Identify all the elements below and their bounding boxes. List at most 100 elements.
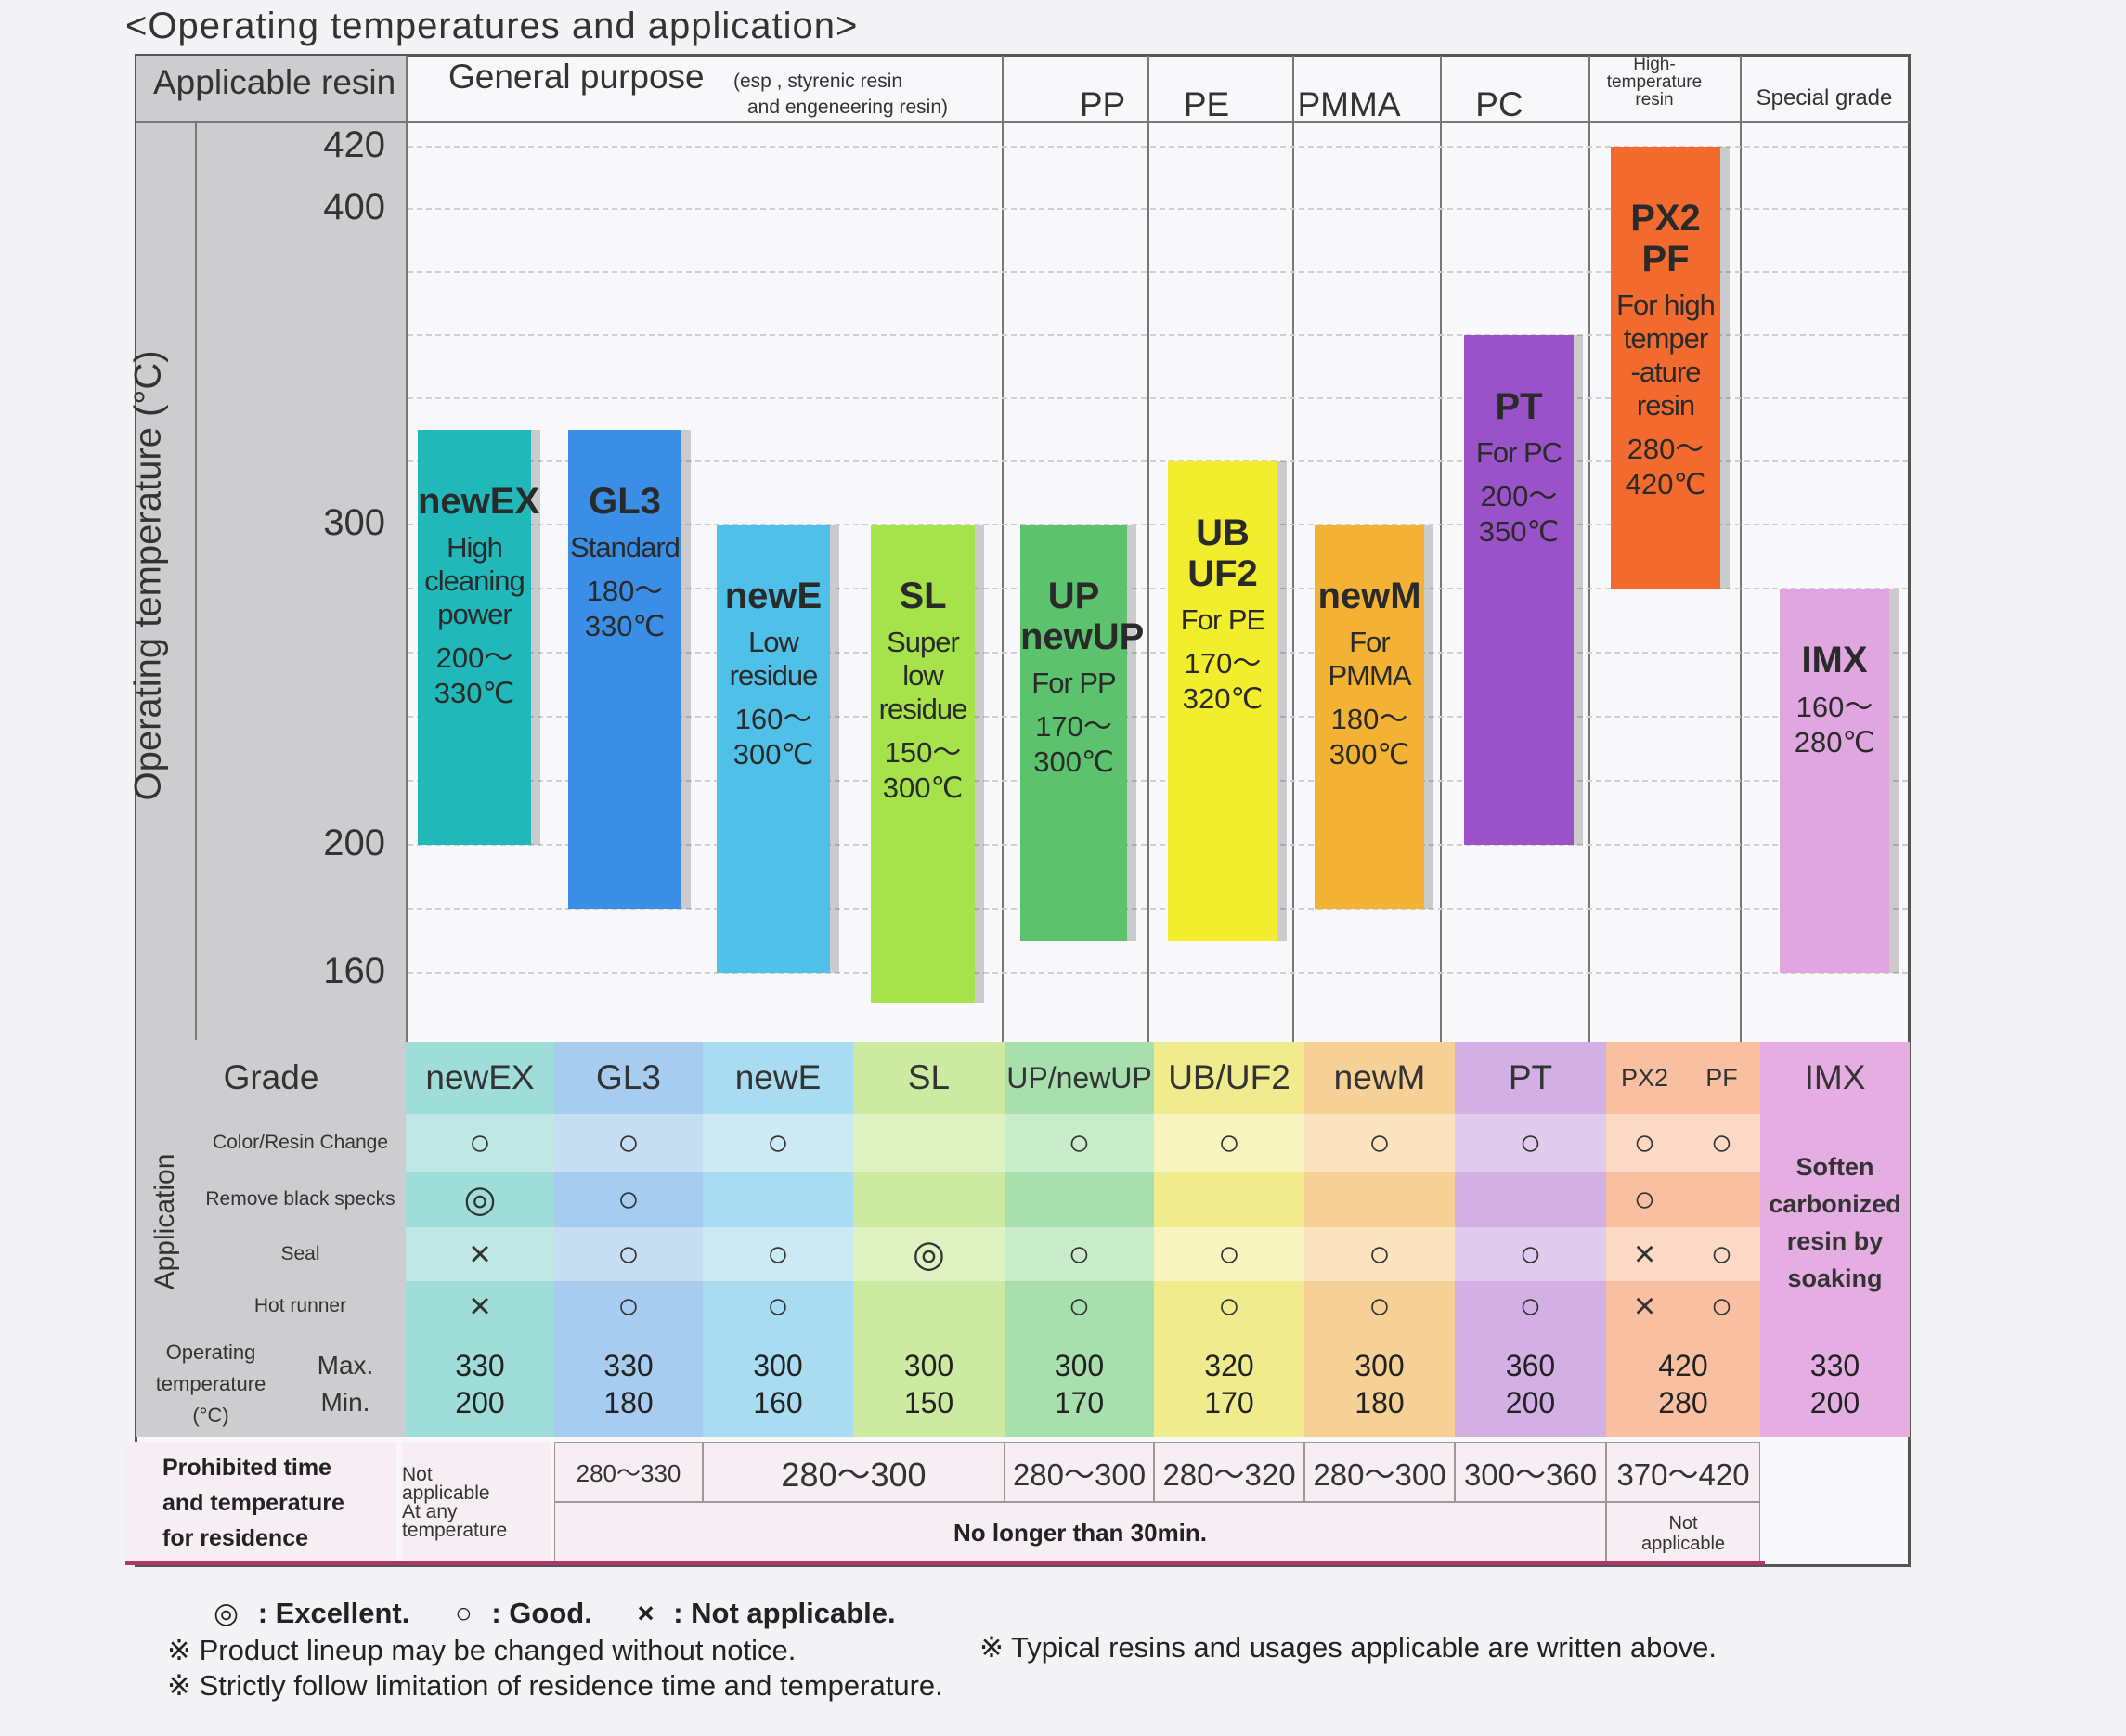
app-mark: ○ — [1154, 1114, 1304, 1172]
op-temp-cell: 300 150 — [853, 1330, 1005, 1437]
grade-cell-pt: PT — [1455, 1042, 1606, 1114]
op-temp-max: 330 — [455, 1348, 505, 1382]
bar-range: 180～ 300℃ — [1315, 702, 1424, 772]
not-applicable-line: applicable — [1640, 1533, 1726, 1554]
bar-range: 160～ 300℃ — [717, 702, 830, 772]
app-row-label: Hot runner — [195, 1281, 406, 1330]
note-lineup: ※ Product lineup may be changed without … — [167, 1634, 797, 1666]
op-temp-max: 360 — [1505, 1348, 1556, 1382]
bar-desc-line: resin — [1636, 389, 1695, 421]
grade-cell-newex: newEX — [406, 1042, 554, 1114]
app-mark: ○ — [1683, 1227, 1760, 1281]
not-applicable-line: Not — [1668, 1512, 1698, 1534]
header-pp: PP — [1079, 85, 1126, 123]
grade-cell-pf: PF — [1683, 1042, 1760, 1114]
bar-name: UB — [1196, 512, 1250, 553]
app-mark: ○ — [1455, 1114, 1606, 1172]
app-mark: ○ — [554, 1281, 703, 1330]
bar-description: Super low residue — [871, 626, 975, 726]
op-temp-max: 330 — [1809, 1348, 1860, 1382]
na-any-line: temperature — [402, 1520, 508, 1541]
header-high-temp: High- temperature resin — [1589, 56, 1719, 109]
op-temp-cell: 330 200 — [1760, 1330, 1910, 1437]
op-temp-max: 300 — [753, 1348, 803, 1382]
op-temp-min: 200 — [455, 1385, 505, 1419]
op-temp-cell: 320 170 — [1154, 1330, 1304, 1437]
op-temp-min: 180 — [603, 1385, 654, 1419]
bar-imx: IMX 160～ 280℃ — [1780, 589, 1889, 973]
op-temp-cell: 300 160 — [703, 1330, 853, 1437]
header-applicable-resin: Applicable resin — [153, 63, 396, 101]
bar-range-max: 420℃ — [1625, 468, 1706, 500]
bar-label-group: newE Low residue 160～ 300℃ — [717, 576, 830, 772]
bar-name: IMX — [1801, 640, 1868, 680]
op-temp-cell: 330 200 — [406, 1330, 554, 1437]
prohibited-na-cell: Not applicable At any temperature — [402, 1442, 551, 1564]
op-temp-cell: 330 180 — [554, 1330, 703, 1437]
bar-range-max: 330℃ — [434, 677, 515, 709]
bar-desc-line: For PC — [1475, 436, 1562, 469]
app-mark: × — [1606, 1281, 1683, 1330]
app-mark — [1005, 1172, 1154, 1227]
col-divider — [1588, 56, 1590, 1042]
header-general-note-1: (esp , styrenic resin — [733, 71, 903, 92]
max-label: Max. — [317, 1350, 374, 1380]
grade-label-cell: Grade — [136, 1042, 406, 1114]
prohibited-range-cell: 280～330 — [554, 1442, 703, 1502]
prohibited-range-cell: 280～300 — [1005, 1442, 1154, 1502]
bar-range-max: 300℃ — [882, 771, 964, 804]
header-special-grade: Special grade — [1756, 85, 1893, 110]
header-divider — [136, 121, 1910, 123]
grade-cell-sl: SL — [853, 1042, 1005, 1114]
legend-na: : Not applicable. — [673, 1597, 896, 1629]
bar-range-min: 160～ — [734, 703, 812, 735]
op-temp-label-line: Operating — [165, 1340, 256, 1364]
bar-desc-line: Low — [748, 626, 799, 658]
imx-note-line: carbonized — [1769, 1189, 1901, 1218]
bar-desc-line: For PE — [1180, 603, 1265, 636]
bar-label-group: UP newUP For PP 170～ 300℃ — [1020, 576, 1144, 780]
bar-range-min: 150～ — [884, 736, 962, 769]
col-divider — [1292, 56, 1294, 1042]
page-title: <Operating temperatures and application> — [125, 6, 859, 46]
bar-pt: PT For PC 200～ 350℃ — [1464, 335, 1574, 845]
bar-gl3: GL3 Standard 180～ 330℃ — [568, 430, 681, 909]
grade-cell-newm: newM — [1304, 1042, 1455, 1114]
y-tick-label: 400 — [323, 187, 385, 227]
app-mark — [1304, 1172, 1455, 1227]
bar-name: GL3 — [589, 481, 661, 522]
bar-range-min: 200～ — [435, 641, 513, 674]
bar-newm: newM For PMMA 180～ 300℃ — [1315, 525, 1424, 909]
na-any-line: applicable — [402, 1483, 490, 1504]
app-mark — [853, 1281, 1005, 1330]
app-row-label: Seal — [195, 1227, 406, 1281]
op-temp-label-line: temperature — [155, 1371, 266, 1395]
legend-excellent: : Excellent. — [257, 1597, 410, 1629]
bar-description: Standard — [568, 531, 681, 564]
bar-range: 200～ 330℃ — [418, 641, 531, 711]
bar-desc-line: power — [437, 598, 512, 630]
bar-range-min: 170～ — [1035, 710, 1112, 743]
bar-desc-line: For PP — [1031, 667, 1116, 699]
grade-cell-imx: IMX — [1760, 1042, 1910, 1114]
bar-description: For PE — [1168, 603, 1277, 637]
op-temp-min: 280 — [1658, 1385, 1708, 1419]
header-pe: PE — [1183, 85, 1230, 123]
bar-name: PT — [1495, 386, 1543, 427]
imx-note-cell: Soften carbonized resin by soaking — [1760, 1114, 1910, 1330]
col-divider — [1002, 56, 1004, 1042]
bar-description: For PMMA — [1315, 626, 1424, 693]
axis-gray-column — [136, 56, 406, 1042]
bar-name: newEX — [418, 481, 540, 522]
bar-range: 180～ 330℃ — [568, 574, 681, 644]
prohibited-range-cell: 280～320 — [1154, 1442, 1304, 1502]
bar-label-group: UB UF2 For PE 170～ 320℃ — [1168, 512, 1277, 717]
app-mark: ○ — [554, 1172, 703, 1227]
app-mark: ○ — [1455, 1281, 1606, 1330]
header-pc: PC — [1475, 85, 1523, 123]
legend: ◎ : Excellent. ○ : Good. × : Not applica… — [214, 1597, 896, 1630]
bar-desc-line: For high — [1616, 289, 1716, 321]
bar-range: 170～ 320℃ — [1168, 646, 1277, 717]
bar-range-min: 200～ — [1480, 480, 1558, 512]
op-temp-max: 300 — [1054, 1348, 1105, 1382]
